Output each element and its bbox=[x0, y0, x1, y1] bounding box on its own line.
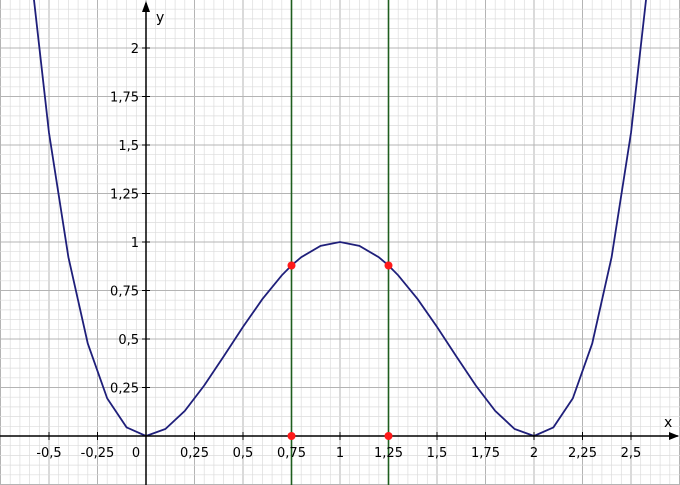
curve-layer bbox=[33, 0, 647, 437]
x-tick-label: 1,5 bbox=[427, 446, 448, 461]
tick-labels: -0,5 -0,25 0,25 0,5 0,75 1 1,25 1,5 1,75 2 2,25 2,5… bbox=[36, 42, 641, 461]
x-tick-label: -0,5 bbox=[36, 446, 61, 461]
y-tick-label: 2 bbox=[131, 42, 139, 57]
x-tick-label: 0,25 bbox=[180, 446, 209, 461]
y-tick-label: 1 bbox=[131, 236, 139, 251]
y-tick-label: 1,25 bbox=[110, 188, 139, 203]
x-tick-label: 2,5 bbox=[621, 446, 642, 461]
highlight-point-2 bbox=[384, 261, 393, 270]
x-tick-label: -0,25 bbox=[81, 446, 115, 461]
y-axis-name: y bbox=[156, 10, 164, 26]
x-axis-name: x bbox=[664, 415, 672, 431]
y-tick-label: 0,75 bbox=[110, 285, 139, 300]
y-tick-label: 1,75 bbox=[110, 91, 139, 106]
y-tick-label: 0,25 bbox=[110, 382, 139, 397]
x-tick-label: 1 bbox=[336, 446, 344, 461]
highlight-point-3 bbox=[287, 432, 296, 440]
highlight-point-1 bbox=[287, 261, 296, 270]
y-tick-label: 0,5 bbox=[118, 333, 139, 348]
x-axis-arrow bbox=[669, 432, 679, 440]
x-tick-label: 2,25 bbox=[568, 446, 597, 461]
x-tick-label: 2 bbox=[530, 446, 538, 461]
y-tick-label: 1,5 bbox=[118, 139, 139, 154]
vertical-lines bbox=[290, 0, 390, 485]
x-tick-label: 1,25 bbox=[374, 446, 403, 461]
origin-label: 0 bbox=[132, 446, 140, 461]
function-curve-1 bbox=[33, 0, 647, 437]
x-tick-label: 1,75 bbox=[471, 446, 500, 461]
highlight-points bbox=[287, 261, 393, 440]
highlight-point-4 bbox=[384, 432, 393, 440]
y-axis-arrow bbox=[142, 1, 150, 12]
x-tick-label: 0,75 bbox=[277, 446, 306, 461]
x-tick-label: 0,5 bbox=[233, 446, 254, 461]
